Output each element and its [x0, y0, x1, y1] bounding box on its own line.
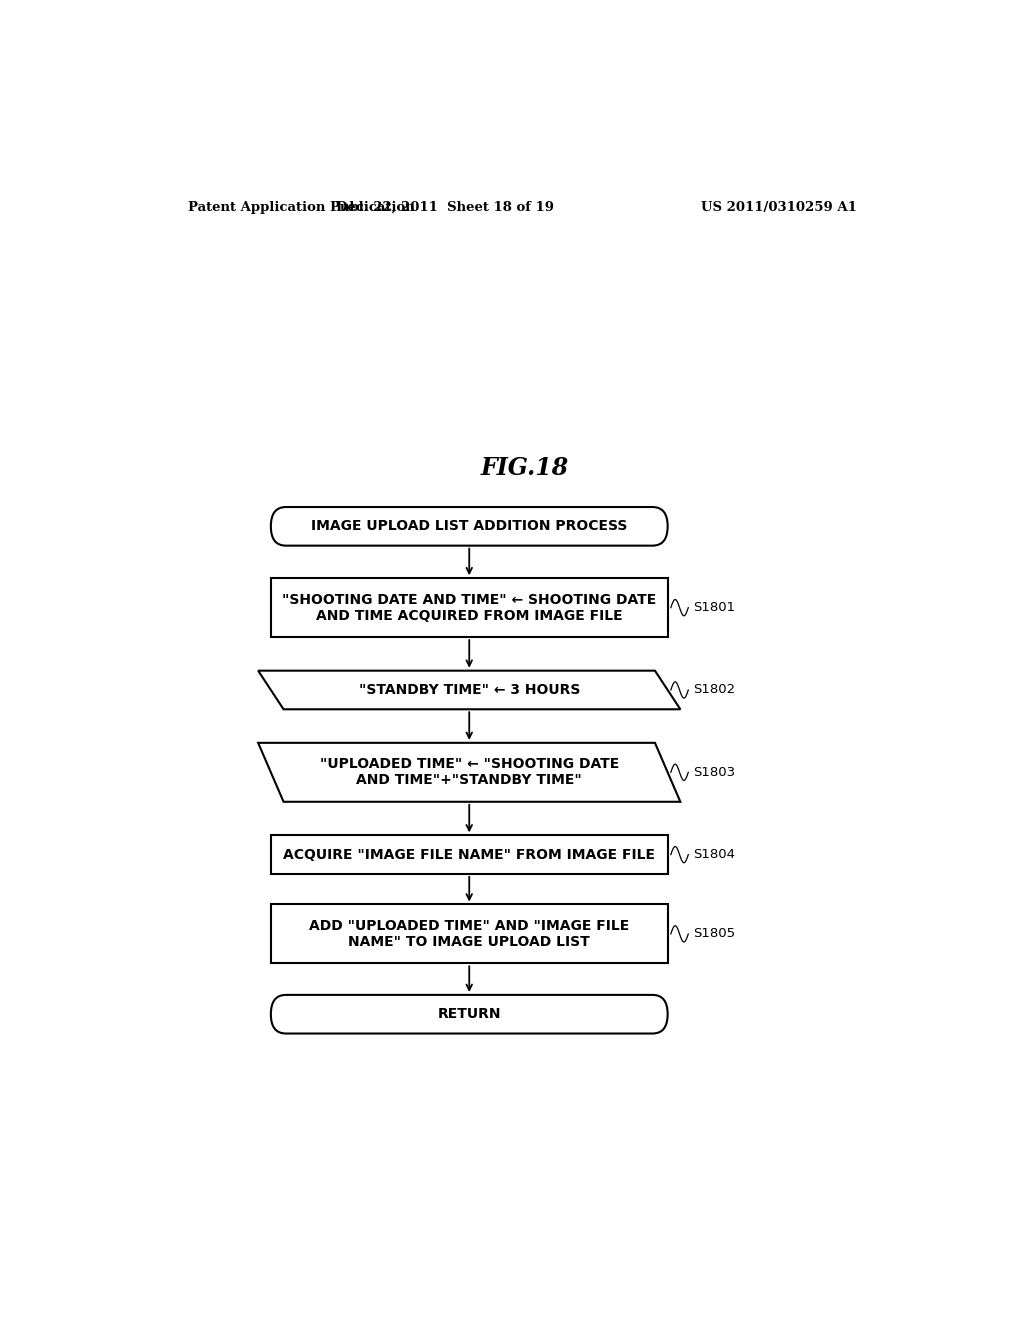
- Text: US 2011/0310259 A1: US 2011/0310259 A1: [700, 201, 857, 214]
- Bar: [270, 836, 668, 874]
- Text: "SHOOTING DATE AND TIME" ← SHOOTING DATE
AND TIME ACQUIRED FROM IMAGE FILE: "SHOOTING DATE AND TIME" ← SHOOTING DATE…: [283, 593, 656, 623]
- Text: S1802: S1802: [693, 684, 735, 697]
- Text: S1803: S1803: [693, 766, 735, 779]
- Polygon shape: [258, 743, 680, 801]
- Text: IMAGE UPLOAD LIST ADDITION PROCESS: IMAGE UPLOAD LIST ADDITION PROCESS: [311, 519, 628, 533]
- FancyBboxPatch shape: [270, 995, 668, 1034]
- Text: ACQUIRE "IMAGE FILE NAME" FROM IMAGE FILE: ACQUIRE "IMAGE FILE NAME" FROM IMAGE FIL…: [284, 847, 655, 862]
- Text: S1805: S1805: [693, 928, 735, 940]
- Text: FIG.18: FIG.18: [480, 457, 569, 480]
- Text: Dec. 22, 2011  Sheet 18 of 19: Dec. 22, 2011 Sheet 18 of 19: [337, 201, 554, 214]
- Text: "UPLOADED TIME" ← "SHOOTING DATE
AND TIME"+"STANDBY TIME": "UPLOADED TIME" ← "SHOOTING DATE AND TIM…: [319, 758, 618, 788]
- Text: Patent Application Publication: Patent Application Publication: [187, 201, 415, 214]
- Text: S1801: S1801: [693, 601, 735, 614]
- Polygon shape: [258, 671, 680, 709]
- Bar: [270, 578, 668, 638]
- Text: ADD "UPLOADED TIME" AND "IMAGE FILE
NAME" TO IMAGE UPLOAD LIST: ADD "UPLOADED TIME" AND "IMAGE FILE NAME…: [309, 919, 630, 949]
- Text: S1804: S1804: [693, 849, 735, 861]
- FancyBboxPatch shape: [270, 507, 668, 545]
- Text: "STANDBY TIME" ← 3 HOURS: "STANDBY TIME" ← 3 HOURS: [358, 682, 580, 697]
- Text: RETURN: RETURN: [437, 1007, 501, 1022]
- Bar: [270, 904, 668, 964]
